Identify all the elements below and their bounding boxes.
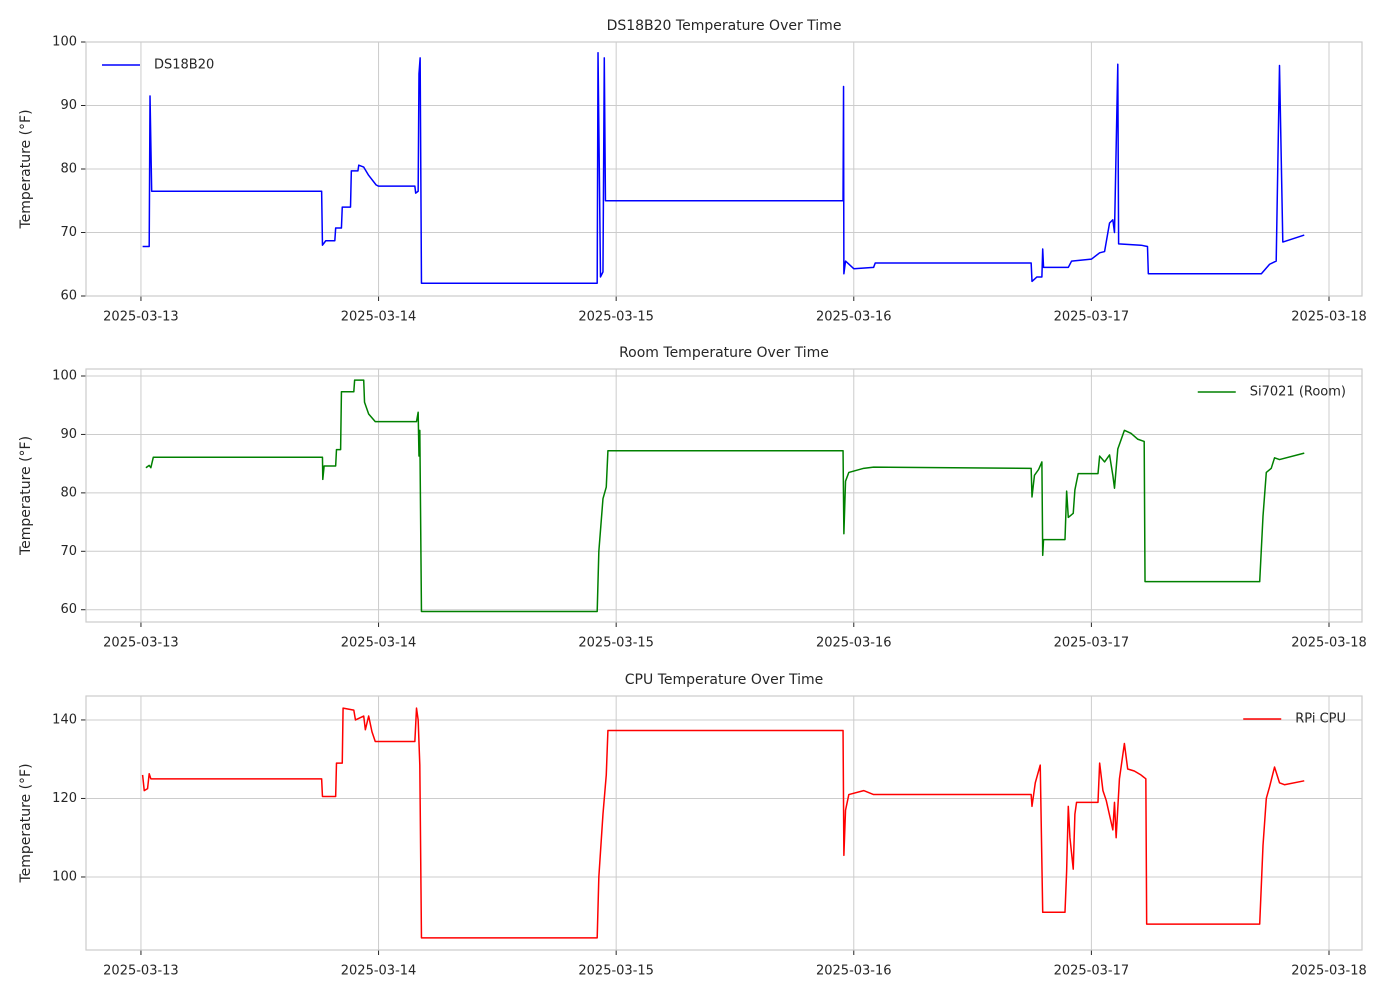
y-tick-label: 70 <box>60 544 77 559</box>
legend-label: DS18B20 <box>154 58 214 73</box>
plot-frame <box>85 41 1363 297</box>
y-tick-label: 100 <box>52 869 77 884</box>
x-tick-label: 2025-03-15 <box>578 636 654 651</box>
data-line <box>142 52 1305 285</box>
y-tick-label: 100 <box>52 35 77 50</box>
x-tick-label: 2025-03-18 <box>1291 964 1367 979</box>
legend-label: RPi CPU <box>1295 712 1346 727</box>
y-tick-label: 60 <box>60 289 77 304</box>
y-axis-label: Temperature (°F) <box>18 436 34 556</box>
x-tick-label: 2025-03-15 <box>578 310 654 325</box>
chart-title: CPU Temperature Over Time <box>625 672 823 688</box>
x-tick-label: 2025-03-16 <box>816 636 892 651</box>
chart-title: Room Temperature Over Time <box>619 345 829 361</box>
x-tick-label: 2025-03-14 <box>341 310 417 325</box>
x-tick-label: 2025-03-15 <box>578 964 654 979</box>
plot-frame <box>85 368 1363 623</box>
data-line <box>145 379 1305 613</box>
y-tick-label: 80 <box>60 162 77 177</box>
x-tick-label: 2025-03-17 <box>1054 310 1130 325</box>
y-axis-label: Temperature (°F) <box>18 763 34 883</box>
x-tick-label: 2025-03-13 <box>103 964 179 979</box>
y-tick-label: 80 <box>60 485 77 500</box>
x-tick-label: 2025-03-13 <box>103 636 179 651</box>
data-line <box>141 707 1305 939</box>
y-tick-label: 90 <box>60 427 77 442</box>
x-tick-label: 2025-03-18 <box>1291 636 1367 651</box>
y-tick-label: 70 <box>60 225 77 240</box>
y-tick-label: 100 <box>52 369 77 384</box>
x-tick-label: 2025-03-18 <box>1291 310 1367 325</box>
x-tick-label: 2025-03-17 <box>1054 964 1130 979</box>
y-tick-label: 120 <box>52 791 77 806</box>
x-tick-label: 2025-03-16 <box>816 964 892 979</box>
y-axis-label: Temperature (°F) <box>18 109 34 229</box>
x-tick-label: 2025-03-17 <box>1054 636 1130 651</box>
y-tick-label: 140 <box>52 712 77 727</box>
x-tick-label: 2025-03-16 <box>816 310 892 325</box>
chart-title: DS18B20 Temperature Over Time <box>607 18 842 34</box>
legend-label: Si7021 (Room) <box>1250 385 1346 400</box>
x-tick-label: 2025-03-14 <box>341 636 417 651</box>
plot-frame <box>85 695 1363 951</box>
plot-area <box>86 369 1362 622</box>
plot-area <box>86 696 1362 950</box>
x-tick-label: 2025-03-13 <box>103 310 179 325</box>
y-tick-label: 90 <box>60 98 77 113</box>
y-tick-label: 60 <box>60 602 77 617</box>
x-tick-label: 2025-03-14 <box>341 964 417 979</box>
